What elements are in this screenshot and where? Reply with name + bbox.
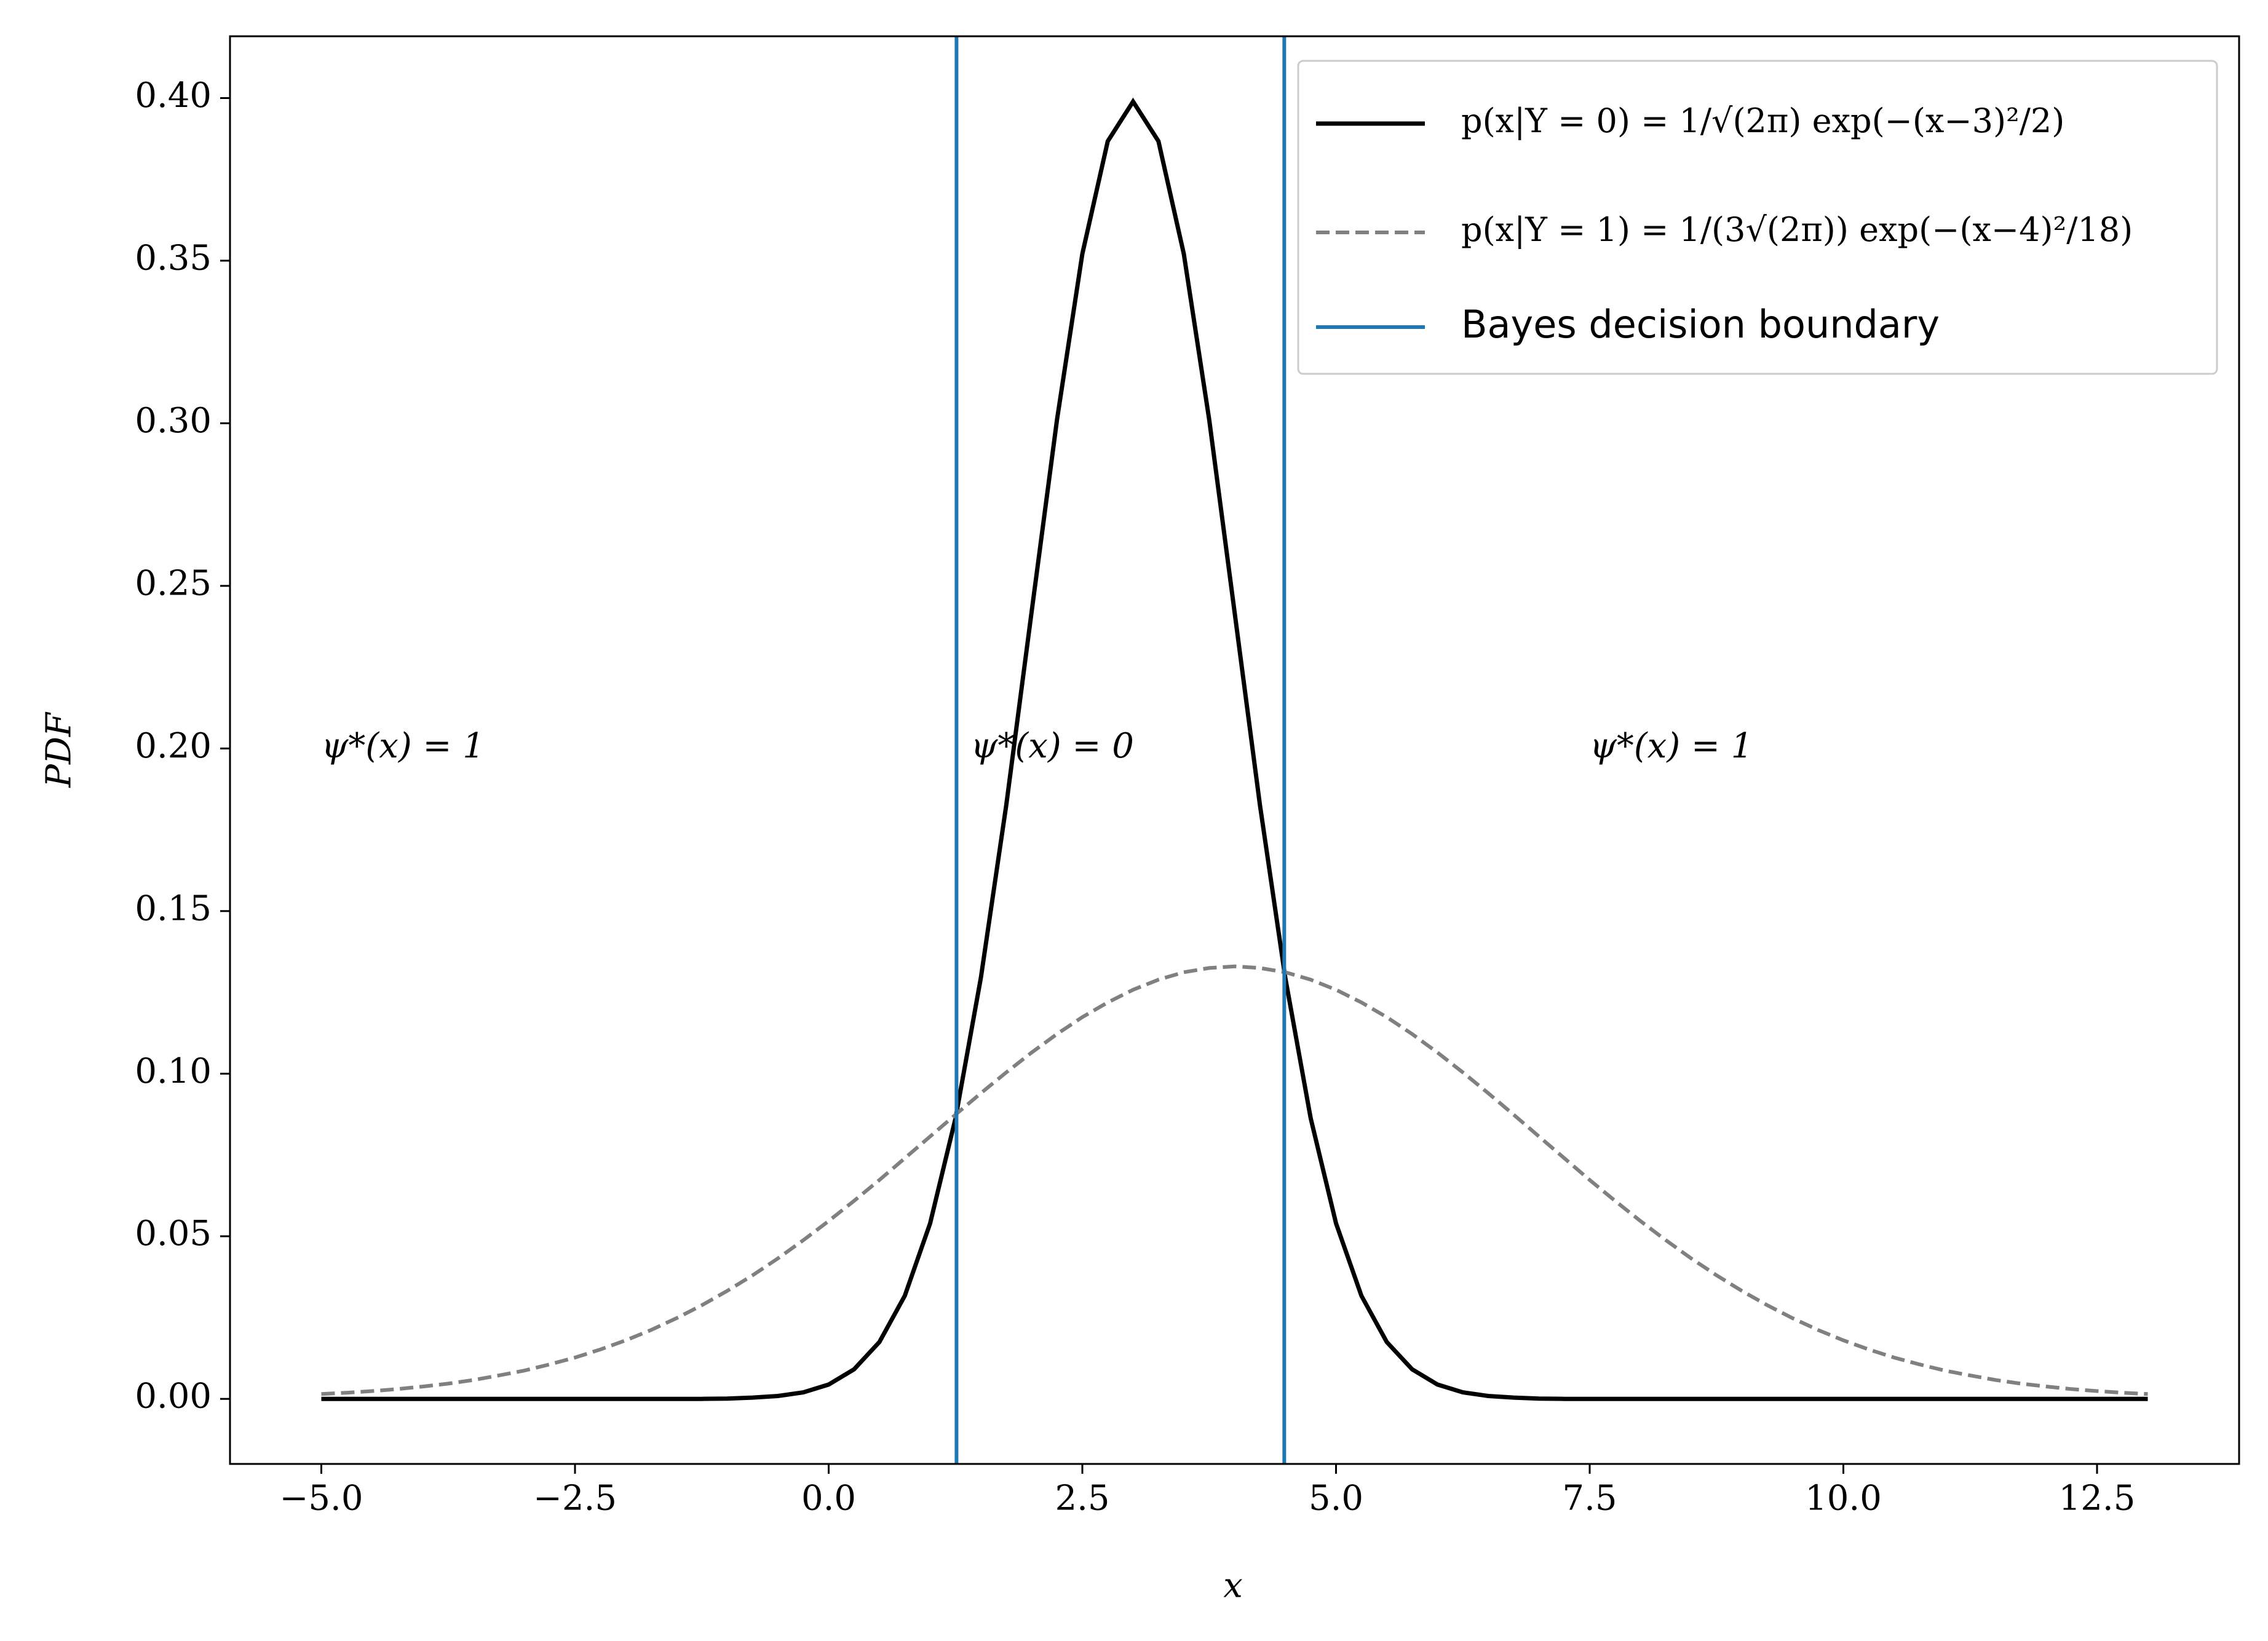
annotation: ψ*(x) = 1	[322, 726, 485, 766]
y-tick-label: 0.35	[135, 238, 212, 278]
x-tick-label: 2.5	[1055, 1479, 1109, 1519]
plot-frame	[229, 35, 2240, 1465]
legend-label: p(x|Y = 0) = 1/√(2π) exp(−(x−3)²/2)	[1461, 101, 2064, 140]
legend-box	[1297, 60, 2218, 375]
series-line	[321, 964, 2148, 1396]
y-tick-label: 0.15	[135, 888, 212, 928]
x-tick-label: −5.0	[280, 1479, 363, 1519]
y-tick-label: 0.20	[135, 726, 212, 766]
x-tick-label: 0.0	[801, 1479, 856, 1519]
y-tick-label: 0.00	[135, 1377, 212, 1417]
legend-label: p(x|Y = 1) = 1/(3√(2π)) exp(−(x−4)²/18)	[1461, 210, 2133, 249]
plot-area	[321, 36, 2148, 1464]
legend-label: Bayes decision boundary	[1461, 302, 1940, 347]
y-tick-label: 0.30	[135, 401, 212, 441]
y-tick-label: 0.05	[135, 1214, 212, 1254]
y-tick-label: 0.40	[135, 76, 212, 116]
y-axis-label: PDF	[39, 711, 79, 788]
x-tick-label: 5.0	[1309, 1479, 1363, 1519]
x-tick-label: −2.5	[533, 1479, 617, 1519]
annotation: ψ*(x) = 1	[1590, 726, 1753, 766]
y-tick-label: 0.10	[135, 1051, 212, 1091]
y-tick-label: 0.25	[135, 563, 212, 603]
legend: p(x|Y = 0) = 1/√(2π) exp(−(x−3)²/2) p(x|Y…	[1297, 60, 2218, 375]
x-axis-label: x	[1223, 1566, 1243, 1606]
x-tick-label: 10.0	[1805, 1479, 1882, 1519]
x-tick-label: 12.5	[2059, 1479, 2136, 1519]
x-tick-label: 7.5	[1562, 1479, 1617, 1519]
series-line	[321, 97, 2148, 1401]
annotation: ψ*(x) = 0	[971, 726, 1134, 766]
